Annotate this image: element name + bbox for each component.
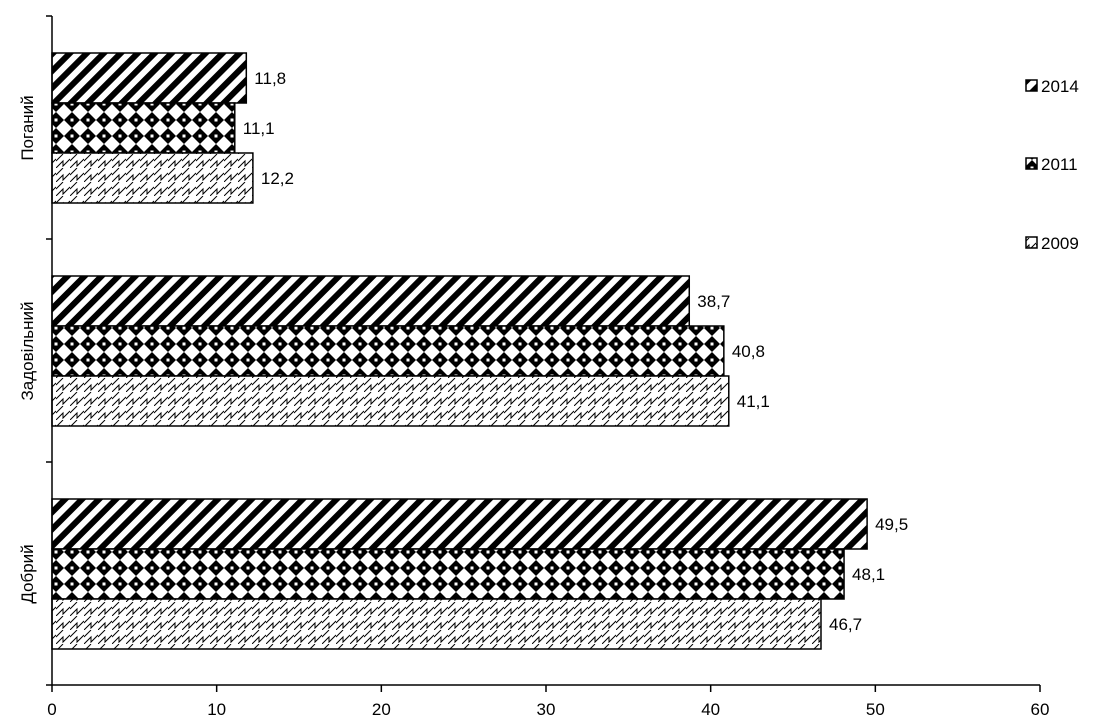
bar-2014-3 <box>51 498 868 550</box>
y-axis-ticks <box>46 15 52 686</box>
value-label-2009-1: 12,2 <box>261 169 294 188</box>
category-label-3: Добрий <box>18 544 37 603</box>
x-tick-label: 50 <box>866 700 885 719</box>
legend-swatch-2009 <box>1025 236 1038 249</box>
legend-swatch-2014 <box>1025 79 1038 92</box>
legend-label-2014: 2014 <box>1041 77 1079 96</box>
x-tick-label: 40 <box>701 700 720 719</box>
x-axis-ticks: 0 10 20 30 40 50 60 <box>47 685 1049 719</box>
bar-2009-2 <box>51 375 730 427</box>
category-labels: Поганий Задовільний Добрий <box>18 95 37 603</box>
bar-2009-3 <box>51 598 822 650</box>
value-label-2014-2: 38,7 <box>697 292 730 311</box>
x-tick-label: 0 <box>47 700 56 719</box>
value-label-2014-1: 11,8 <box>254 69 286 88</box>
x-tick-label: 30 <box>537 700 556 719</box>
bars-group <box>51 52 868 650</box>
bar-2014-1 <box>51 52 248 104</box>
bar-2014-2 <box>51 275 691 327</box>
value-labels-group: 11,8 11,1 12,2 38,7 40,8 41,1 49,5 48,1 46,7 <box>243 69 908 634</box>
value-label-2009-3: 46,7 <box>829 615 862 634</box>
legend: 2014 2011 2009 <box>1025 77 1079 253</box>
value-label-2011-1: 11,1 <box>243 119 275 138</box>
bar-2011-1 <box>51 102 236 154</box>
legend-label-2009: 2009 <box>1041 234 1079 253</box>
value-label-2011-2: 40,8 <box>732 342 765 361</box>
value-label-2014-3: 49,5 <box>875 515 908 534</box>
value-label-2011-3: 48,1 <box>852 565 885 584</box>
bar-2011-2 <box>51 325 725 377</box>
value-label-2009-2: 41,1 <box>737 392 770 411</box>
x-tick-label: 20 <box>372 700 391 719</box>
x-tick-label: 60 <box>1031 700 1050 719</box>
x-tick-label: 10 <box>207 700 226 719</box>
category-label-1: Поганий <box>18 95 37 160</box>
legend-label-2011: 2011 <box>1041 155 1078 174</box>
category-label-2: Задовільний <box>18 301 37 400</box>
bar-2011-3 <box>51 548 845 600</box>
bar-2009-1 <box>51 152 254 204</box>
legend-swatch-2011 <box>1025 157 1038 170</box>
